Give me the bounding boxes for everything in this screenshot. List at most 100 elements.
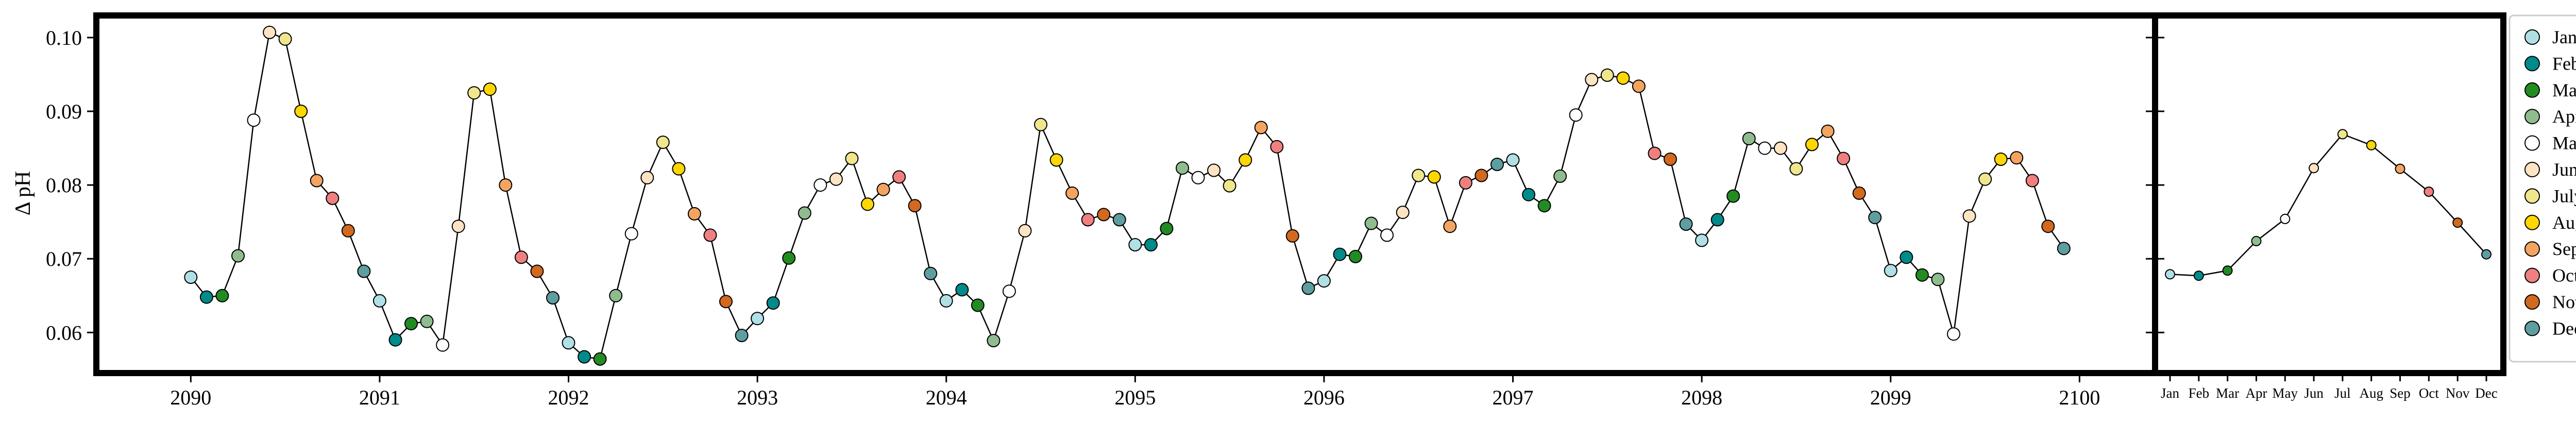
legend-marker [2524, 82, 2540, 98]
data-point [1285, 229, 1299, 243]
data-point [955, 283, 969, 297]
climatology-point [2424, 187, 2434, 197]
data-point [1664, 153, 1677, 166]
data-point [1569, 108, 1583, 122]
data-point [1648, 146, 1662, 160]
data-point [1459, 176, 1472, 190]
data-point [404, 317, 418, 331]
data-point [876, 182, 890, 196]
y-axis-label: Δ pH [11, 171, 35, 216]
data-point [1002, 284, 1016, 298]
month-tick-label: Jun [2304, 385, 2324, 401]
data-point [1081, 213, 1095, 227]
y-tick-label: 0.09 [46, 100, 82, 123]
data-point [735, 329, 749, 342]
data-point [278, 32, 292, 46]
data-point [1239, 153, 1252, 167]
series-line [190, 31, 2064, 360]
climatology-plot-frame [2152, 12, 2506, 376]
data-point [1585, 73, 1599, 87]
data-point [751, 312, 765, 326]
x-tick-label: 2094 [926, 386, 967, 409]
month-tick-label: May [2273, 385, 2298, 401]
x-tick-label: 2098 [1681, 386, 1722, 409]
data-point [1884, 264, 1897, 278]
data-point [1270, 140, 1284, 154]
main-series [184, 25, 2071, 366]
data-point [1333, 247, 1347, 261]
data-point [1978, 172, 1992, 186]
month-tick-label: Apr [2245, 385, 2267, 401]
legend-label: July [2552, 185, 2576, 206]
data-point [546, 291, 560, 305]
data-point [861, 197, 874, 211]
data-point [924, 266, 938, 280]
climatology-point [2452, 217, 2463, 228]
data-point [199, 290, 213, 304]
data-point [562, 336, 575, 350]
data-point [672, 162, 686, 176]
legend-label: Jan [2552, 27, 2576, 47]
data-point [388, 333, 402, 347]
data-point [231, 249, 245, 263]
data-point [514, 250, 528, 264]
legend-marker [2524, 56, 2540, 72]
legend-label: Dec [2552, 318, 2576, 339]
data-point [1317, 274, 1331, 288]
climatology-point [2481, 249, 2492, 260]
data-point [483, 82, 497, 96]
legend-marker [2524, 320, 2540, 336]
climatology-point [2165, 269, 2175, 280]
data-point [1412, 168, 1426, 182]
data-point [1837, 151, 1851, 165]
legend: Jan Feb Mar Apr May June July Aug Sept Oct Nov Dec [2509, 14, 2576, 363]
x-tick-label: 2097 [1493, 386, 1534, 409]
legend-marker [2524, 109, 2540, 125]
y-tick-label: 0.08 [46, 174, 82, 197]
climatology-axis-ticks: Jan Feb Mar Apr May Jun Jul Aug Sep Oct Nov Dec [2158, 37, 2498, 401]
data-point [2010, 151, 2024, 165]
data-point [1364, 216, 1378, 230]
data-point [1805, 138, 1819, 151]
x-tick-label: 2090 [170, 386, 211, 409]
data-point [1679, 217, 1693, 231]
data-point [1490, 158, 1504, 171]
data-point [1994, 153, 2008, 166]
data-point [1900, 250, 1913, 264]
legend-marker [2524, 294, 2540, 310]
data-point [1789, 162, 1803, 176]
legend-label: Mar [2552, 80, 2576, 100]
data-point [1506, 153, 1520, 167]
climatology-series [2165, 129, 2492, 281]
data-point [1443, 220, 1457, 233]
data-point [971, 298, 985, 312]
y-tick-label: 0.06 [46, 321, 82, 344]
data-point [1191, 171, 1205, 184]
data-point [1616, 71, 1630, 85]
data-point [1144, 238, 1158, 251]
data-point [814, 178, 827, 192]
data-point [1097, 208, 1111, 222]
data-point [1427, 170, 1441, 184]
data-point [2057, 242, 2071, 256]
data-point [1821, 124, 1835, 138]
legend-marker [2524, 241, 2540, 257]
data-point [1160, 222, 1174, 235]
x-tick-label: 2099 [1870, 386, 1911, 409]
y-tick-label: 0.10 [46, 26, 82, 49]
data-point [1207, 163, 1221, 177]
legend-label: Oct [2552, 265, 2576, 286]
data-point [1396, 206, 1410, 220]
data-point [2025, 174, 2039, 188]
legend-marker [2524, 135, 2540, 151]
data-point [1254, 121, 1268, 134]
month-tick-label: Mar [2216, 385, 2239, 401]
data-point [987, 334, 1001, 347]
legend-label: Apr [2552, 106, 2576, 127]
data-point [798, 206, 811, 220]
data-point [341, 224, 355, 238]
data-point [420, 314, 434, 328]
legend-label: Sept [2552, 239, 2576, 259]
data-point [467, 86, 481, 100]
